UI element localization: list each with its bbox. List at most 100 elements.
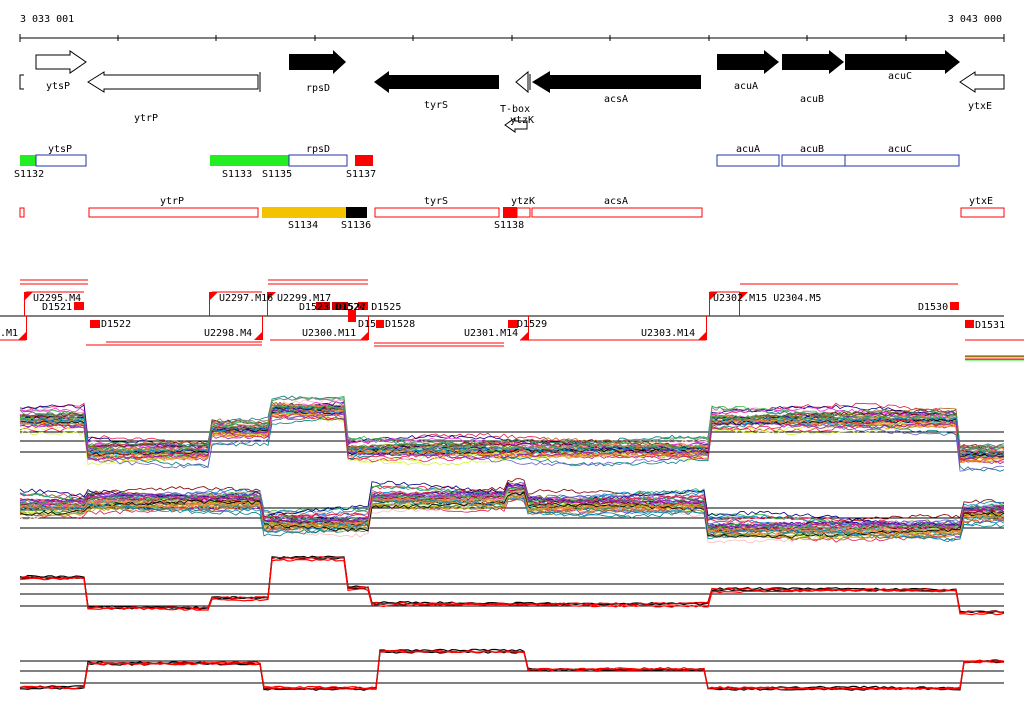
feature-M1[interactable]: .M1	[0, 328, 18, 339]
segment-id-S1133: S1133	[222, 169, 252, 180]
segment-label-tyrS: tyrS	[424, 196, 448, 207]
profile-trace	[19, 401, 1005, 454]
feature-U2298[interactable]: U2298.M4	[204, 328, 252, 339]
feature-D1529[interactable]: D1529	[517, 319, 547, 330]
segment-label-ytxE: ytxE	[969, 196, 993, 207]
profile-trace	[19, 409, 1005, 462]
gene-acsA[interactable]	[532, 71, 701, 93]
profile-trace	[19, 649, 1005, 691]
profile-trace	[19, 404, 1005, 457]
segment-acuB[interactable]	[781, 154, 846, 167]
gene-label-ytrP: ytrP	[134, 113, 158, 124]
tbox-element[interactable]	[515, 70, 529, 94]
gene-label-acuA: acuA	[734, 81, 758, 92]
feature-D1531[interactable]: D1531	[975, 320, 1005, 331]
gene-ytsP[interactable]	[35, 50, 87, 74]
feature-U2295[interactable]: U2295.M4	[33, 293, 81, 304]
feature-D1522[interactable]: D1522	[101, 319, 131, 330]
end-coordinate: 3 043 000	[948, 14, 1002, 25]
profile-trace	[19, 417, 1005, 472]
segment-S1137[interactable]	[355, 155, 373, 166]
profile-trace	[19, 497, 1005, 542]
gene-label-ytxE: ytxE	[968, 101, 992, 112]
segment-label-acuA: acuA	[736, 144, 760, 155]
segment-label-acuC: acuC	[888, 144, 912, 155]
gene-label-acsA: acsA	[604, 94, 628, 105]
segment-id-S1136: S1136	[341, 220, 371, 231]
profile-trace	[19, 404, 1005, 455]
gene-acuA[interactable]	[717, 50, 779, 74]
averaged-panel-minus-strand	[19, 648, 1005, 691]
feature-overlap-labels[interactable]: D1523 D1524 D1525	[299, 302, 401, 313]
gene-label-tyrS: tyrS	[424, 100, 448, 111]
segment-label-acsA: acsA	[604, 196, 628, 207]
segment-rpsD[interactable]	[288, 154, 348, 167]
gene-rpsD[interactable]	[289, 50, 346, 74]
segment-id-S1137: S1137	[346, 169, 376, 180]
segment-label-rpsD: rpsD	[306, 144, 330, 155]
segment-label-acuB: acuB	[800, 144, 824, 155]
gene-label-acuB: acuB	[800, 94, 824, 105]
segment-tyrS[interactable]	[374, 207, 500, 218]
segment-id-S1135: S1135	[262, 169, 292, 180]
profile-trace	[19, 401, 1005, 451]
averaged-panel-plus-strand	[19, 555, 1005, 616]
segment-acuA[interactable]	[716, 154, 780, 167]
gene-label-ytzK: ytzK	[510, 115, 534, 126]
segment-ytrP[interactable]	[88, 207, 259, 218]
profile-trace	[19, 649, 1005, 691]
segment-ytxE[interactable]	[960, 207, 1005, 218]
segment-S1138[interactable]	[503, 207, 517, 218]
feature-U2301[interactable]: U2301.M14	[464, 328, 518, 339]
segment-label-ytzK: ytzK	[511, 196, 535, 207]
segment-S1136[interactable]	[346, 207, 367, 218]
profile-trace	[19, 496, 1005, 541]
segment-S1132[interactable]	[20, 155, 36, 166]
profile-trace	[19, 407, 1005, 457]
profile-trace	[19, 648, 1005, 691]
gene-label-ytsP: ytsP	[46, 81, 70, 92]
profile-trace	[19, 556, 1005, 614]
feature-U2303[interactable]: U2303.M14	[641, 328, 695, 339]
feature-D1530[interactable]: D1530	[918, 302, 948, 313]
gene-ytzK[interactable]	[504, 117, 528, 133]
feature-U2299[interactable]: U2299.M17	[277, 293, 331, 304]
profile-trace	[19, 482, 1005, 530]
gene-ytrP[interactable]	[87, 71, 259, 93]
feature-U2300[interactable]: U2300.M11	[302, 328, 356, 339]
gene-acuC[interactable]	[845, 50, 960, 74]
gene-label-acuC: acuC	[888, 71, 912, 82]
profile-trace	[19, 478, 1005, 528]
segment-id-S1134: S1134	[288, 220, 318, 231]
feature-U2302[interactable]: U2302.M15 U2304.M5	[713, 293, 821, 304]
expression-panel-minus-strand	[19, 478, 1005, 544]
tbox-label: T-box	[500, 104, 530, 115]
segment-id-S1138: S1138	[494, 220, 524, 231]
segment-acsA[interactable]	[531, 207, 703, 218]
segment-label-ytrP: ytrP	[160, 196, 184, 207]
gene-tyrS[interactable]	[374, 71, 499, 93]
segment-label-ytsP: ytsP	[48, 144, 72, 155]
segment-S1133[interactable]	[210, 155, 289, 166]
profile-trace	[19, 497, 1005, 541]
profile-trace	[19, 405, 1005, 453]
profile-trace	[19, 558, 1005, 616]
feature-D1527[interactable]: D1527	[336, 302, 366, 313]
segment-S1134[interactable]	[262, 207, 346, 218]
feature-D1528[interactable]: D1528	[385, 319, 415, 330]
start-coordinate: 3 033 001	[20, 14, 74, 25]
gene-acuB[interactable]	[782, 50, 844, 74]
gene-label-rpsD: rpsD	[306, 83, 330, 94]
segment-id-S1132: S1132	[14, 169, 44, 180]
feature-D1521[interactable]: D1521	[42, 302, 72, 313]
segment-track-minus: ytrP tyrS ytzK acsA ytxE S1134 S1136 S11…	[19, 196, 1005, 231]
segment-track-plus: ytsP rpsD acuA acuB acuC S1132 S1133 S11…	[14, 144, 960, 180]
feature-D15[interactable]: D15	[358, 319, 376, 330]
expression-panel-plus-strand	[19, 395, 1005, 472]
gene-annotation-track: ytsP ytrP rpsD tyrS T-box ytzK acsA acuA…	[19, 50, 1005, 133]
gene-ytxE[interactable]	[959, 71, 1005, 93]
segment-acuC[interactable]	[844, 154, 960, 167]
feature-U2297[interactable]: U2297.M16	[219, 293, 273, 304]
segment-ytsP[interactable]	[35, 154, 87, 167]
